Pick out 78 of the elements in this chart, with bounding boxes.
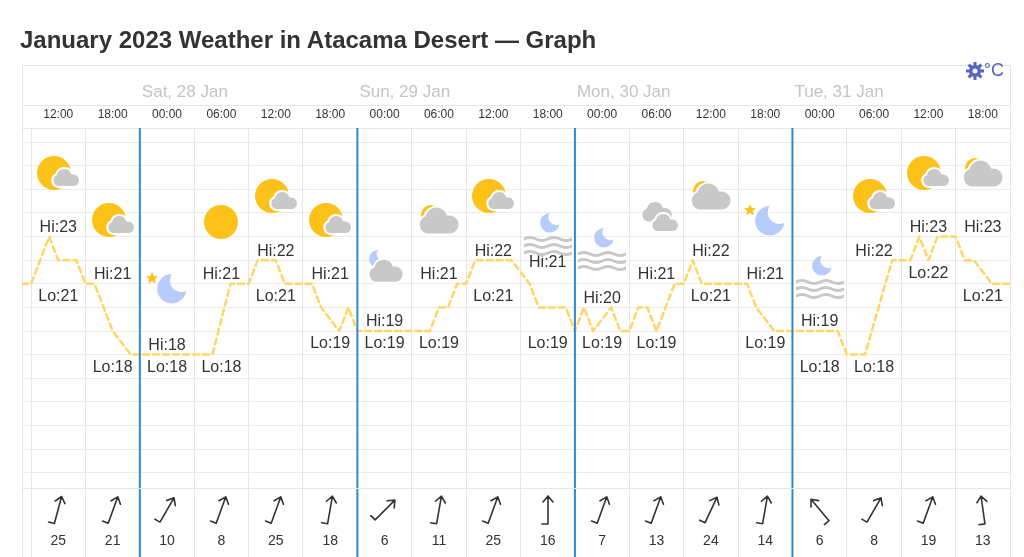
text: Hi:23 (964, 218, 1002, 235)
annotation: Hi:20 (583, 288, 621, 306)
x-tick-label: 00:00 (152, 107, 183, 122)
text: 19 (920, 531, 937, 548)
annotation: Lo:21 (38, 287, 79, 305)
x-tick-label: 00:00 (369, 107, 400, 122)
text: Lo:18 (147, 358, 188, 376)
ref-line-label: Tue, 31 Jan (794, 81, 884, 101)
annotation: Lo:21 (690, 287, 731, 305)
text: 25 (268, 531, 284, 548)
annotation: Lo:21 (255, 287, 296, 305)
text: 25 (50, 531, 67, 548)
x-tick-label: 00:00 (587, 107, 618, 122)
text: 13 (648, 531, 665, 548)
annotation: Hi:21 (202, 265, 241, 283)
text: 13 (975, 531, 991, 548)
annotation: Lo:19 (418, 334, 460, 352)
ref-line-label: Sun, 29 Jan (359, 81, 451, 101)
x-tick-label: 18:00 (315, 107, 346, 122)
x-tick-label: 18:00 (967, 107, 999, 122)
annotation: Lo:21 (473, 287, 514, 305)
annotation: Hi:21 (420, 265, 458, 283)
text: 21 (104, 531, 121, 548)
annotation: Hi:22 (257, 241, 295, 259)
annotation: Hi:21 (746, 265, 785, 283)
text: 6 (380, 531, 389, 548)
annotation: Hi:21 (311, 265, 349, 283)
x-tick-label: 12:00 (478, 107, 509, 122)
text: 8 (217, 531, 226, 548)
text: 8 (870, 531, 879, 548)
text: 7 (598, 531, 607, 548)
annotation: Hi:22 (855, 241, 893, 259)
x-tick-label: 06:00 (859, 107, 890, 122)
annotation: Hi:18 (148, 336, 186, 354)
annotation: Lo:19 (364, 334, 405, 352)
x-tick-label: 12:00 (913, 107, 944, 122)
annotation: Hi:21 (93, 265, 132, 283)
text: Hi:23 (909, 218, 948, 235)
chart-title: January 2023 Weather in Atacama Desert — Graph (20, 26, 597, 54)
ref-line-label: Mon, 30 Jan (576, 81, 671, 101)
text: 24 (703, 531, 719, 548)
annotation: Lo:19 (636, 334, 677, 352)
annotation: Hi:21 (529, 253, 567, 271)
annotation: Lo:19 (527, 334, 568, 352)
annotation: Lo:19 (582, 334, 623, 352)
ref-line-label: Sat, 28 Jan (141, 81, 228, 101)
annotation: Hi:21 (637, 265, 676, 283)
text: 6 (815, 531, 824, 548)
text: Lo:18 (201, 358, 242, 376)
x-tick-label: 06:00 (641, 107, 672, 122)
text: 16 (539, 531, 556, 548)
text: 11 (431, 531, 447, 548)
x-tick-label: 18:00 (750, 107, 781, 122)
annotation: Hi:22 (474, 241, 513, 259)
annotation: Hi:22 (692, 241, 730, 259)
text: Lo:18 (799, 358, 840, 376)
annotation: Hi:19 (365, 312, 404, 330)
x-tick-label: 00:00 (804, 107, 835, 122)
text: 18 (322, 531, 339, 548)
x-tick-label: 12:00 (695, 107, 727, 122)
text: Lo:18 (92, 358, 133, 376)
annotation: Hi:19 (800, 312, 839, 330)
text: Lo:18 (854, 358, 895, 376)
x-tick-label: 18:00 (97, 107, 128, 122)
text: 25 (485, 531, 502, 548)
x-tick-label: 06:00 (423, 107, 455, 122)
annotation: Lo:22 (908, 263, 949, 281)
text: 10 (159, 531, 176, 548)
x-tick-label: 12:00 (43, 107, 74, 122)
text: °C (983, 60, 1004, 81)
text: 14 (757, 531, 774, 548)
annotation: Lo:19 (310, 334, 351, 352)
x-tick-label: 06:00 (206, 107, 237, 122)
x-tick-label: 12:00 (260, 107, 292, 122)
annotation: Lo:19 (745, 334, 786, 352)
annotation: Lo:21 (962, 287, 1003, 305)
x-tick-label: 18:00 (532, 107, 564, 122)
text: Hi:23 (39, 218, 78, 235)
